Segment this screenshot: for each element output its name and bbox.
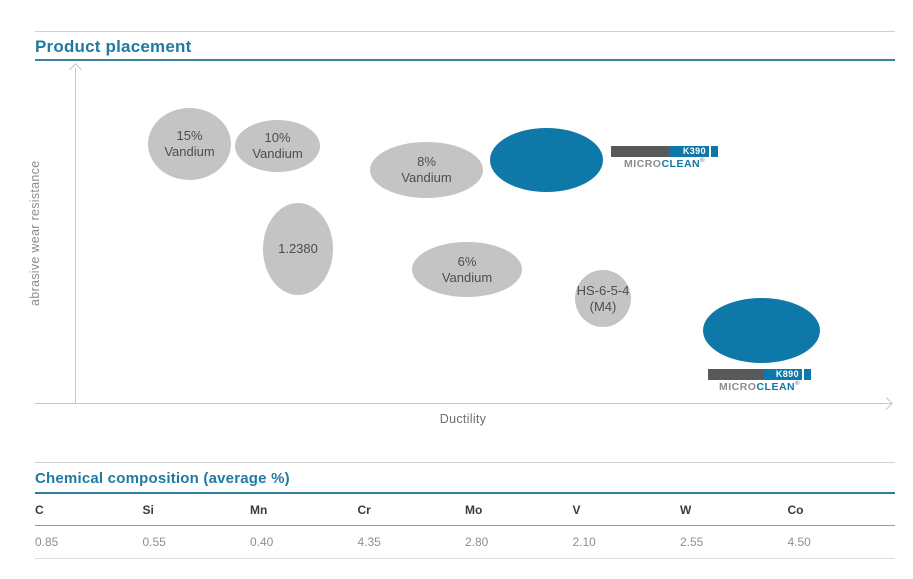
wordmark-micro: MICRO	[718, 381, 757, 393]
bubble-6pct-vandium: 6% Vandium	[412, 242, 522, 297]
axis-arrow-up-icon	[69, 63, 82, 76]
bubble-label: Vandium	[401, 170, 452, 185]
wordmark-micro: MICRO	[623, 158, 662, 170]
column-header-w: W	[680, 494, 788, 526]
logo-bar-square	[804, 369, 811, 380]
bubble-1-2380: 1.2380	[263, 203, 333, 295]
column-header-co: Co	[787, 494, 895, 526]
bubble-label: Vandium	[441, 269, 493, 285]
k390-grade-code: K390	[668, 146, 709, 157]
column-header-mo: Mo	[465, 494, 573, 526]
registered-mark: ®	[795, 381, 801, 387]
k890-logo-bar: K890	[708, 369, 811, 380]
bubble-label: 6%	[457, 253, 477, 269]
bubble-8pct-vandium: 8% Vandium	[370, 142, 483, 198]
section-title-product-placement: Product placement	[35, 37, 192, 56]
logo-bar-gap	[802, 369, 804, 380]
bubble-label: Vandium	[252, 146, 303, 161]
bubble-label: 8%	[417, 154, 436, 170]
logo-bar-gap	[709, 146, 711, 157]
bubble-label: 10%	[264, 130, 291, 146]
k890-microclean-logo: K890 MICROCLEAN®	[708, 369, 811, 393]
bubble-label: 1.2380	[278, 241, 318, 257]
title-underline	[35, 59, 895, 61]
bubble-10pct-vandium: 10% Vandium	[235, 120, 320, 172]
wordmark-clean: CLEAN	[661, 158, 701, 170]
chemical-composition-section: Chemical composition (average %) C Si Mn…	[35, 462, 895, 559]
x-axis-label: Ductility	[439, 412, 487, 426]
y-axis-line	[75, 68, 76, 403]
microclean-wordmark: MICROCLEAN®	[611, 158, 718, 170]
column-header-mn: Mn	[250, 494, 358, 526]
y-axis-label: abrasive wear resistance	[28, 160, 42, 306]
value-cr: 4.35	[357, 526, 465, 559]
x-axis-line	[35, 403, 891, 404]
axis-arrow-right-icon	[880, 397, 893, 410]
bubble-label: HS-6-5-4	[576, 282, 630, 298]
wordmark-clean: CLEAN	[756, 381, 796, 393]
composition-table: C Si Mn Cr Mo V W Co 0.85 0.55 0.40 4.35…	[35, 494, 895, 559]
registered-mark: ®	[700, 158, 706, 164]
column-header-c: C	[35, 494, 143, 526]
k390-logo-bar: K390	[611, 146, 718, 157]
microclean-wordmark: MICROCLEAN®	[708, 381, 811, 393]
k890-grade-code: K890	[763, 369, 802, 380]
value-mo: 2.80	[465, 526, 573, 559]
column-header-v: V	[572, 494, 680, 526]
k390-microclean-logo: K390 MICROCLEAN®	[611, 146, 718, 170]
value-w: 2.55	[680, 526, 788, 559]
value-mn: 0.40	[250, 526, 358, 559]
bubble-label: Vandium	[164, 144, 215, 159]
column-header-si: Si	[142, 494, 250, 526]
top-divider	[35, 31, 895, 32]
logo-bar-gray-segment	[611, 146, 669, 157]
bubble-k390-product	[490, 128, 603, 192]
bubble-label: (M4)	[589, 298, 617, 314]
logo-bar-gray-segment	[708, 369, 764, 380]
column-header-cr: Cr	[357, 494, 465, 526]
value-c: 0.85	[35, 526, 143, 559]
composition-title-underline	[35, 492, 895, 494]
value-v: 2.10	[572, 526, 680, 559]
logo-bar-square	[711, 146, 718, 157]
bubble-k890-product	[703, 298, 820, 363]
bubble-15pct-vandium: 15% Vandium	[148, 108, 231, 180]
value-si: 0.55	[142, 526, 250, 559]
bubble-label: 15%	[176, 128, 203, 144]
section-title-chemical-composition: Chemical composition (average %)	[35, 470, 290, 487]
value-co: 4.50	[787, 526, 895, 559]
bubble-hs-6-5-4-m4: HS-6-5-4 (M4)	[575, 270, 631, 327]
